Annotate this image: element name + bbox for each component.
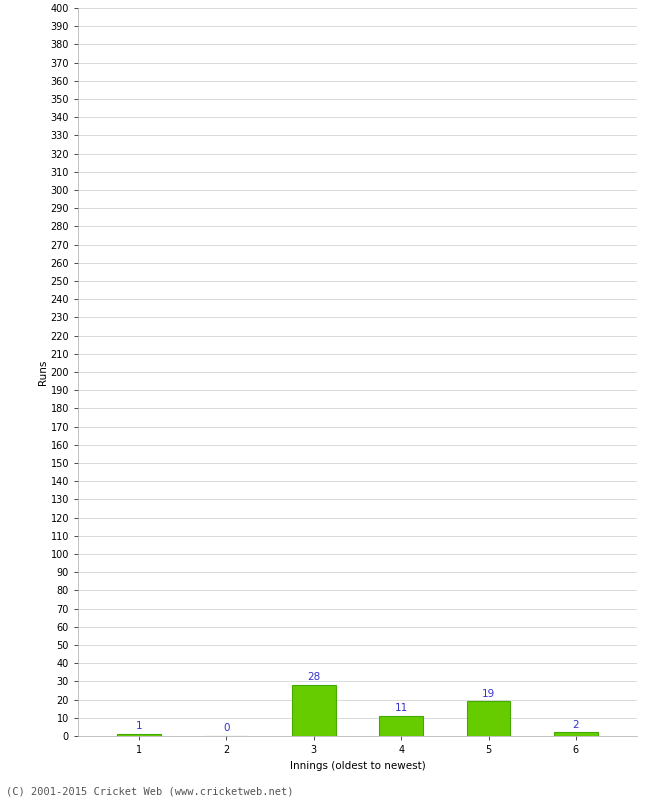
Text: 11: 11 [395, 703, 408, 714]
Y-axis label: Runs: Runs [38, 359, 47, 385]
Text: 19: 19 [482, 689, 495, 698]
Text: 28: 28 [307, 672, 320, 682]
X-axis label: Innings (oldest to newest): Innings (oldest to newest) [290, 761, 425, 770]
Text: 1: 1 [136, 722, 142, 731]
Bar [380, 716, 423, 736]
Bar [554, 732, 598, 736]
Bar [467, 702, 510, 736]
Text: (C) 2001-2015 Cricket Web (www.cricketweb.net): (C) 2001-2015 Cricket Web (www.cricketwe… [6, 786, 294, 796]
Bar [117, 734, 161, 736]
Bar [292, 685, 335, 736]
Text: 2: 2 [573, 720, 579, 730]
Text: 0: 0 [223, 723, 229, 734]
